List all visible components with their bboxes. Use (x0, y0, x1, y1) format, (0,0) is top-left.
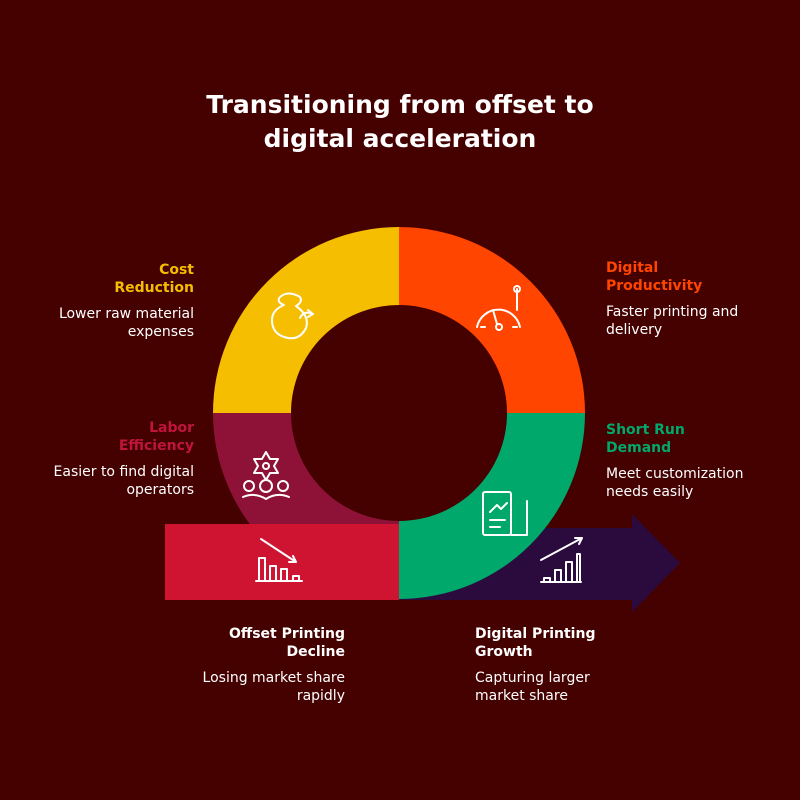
cost-label: Cost Reduction Lower raw material expenses (58, 262, 194, 340)
productivity-segment (399, 227, 585, 413)
speedometer-icon (476, 285, 521, 331)
productivity-label: Digital Productivity Faster printing and d… (606, 260, 739, 338)
digital-label: Digital Printing Growth Capturing larger m… (475, 626, 596, 704)
offset-decline-bar (165, 524, 399, 600)
labor-label: Labor Efficiency Easier to find digital op… (53, 420, 194, 498)
short-run-segment (399, 413, 585, 599)
declining-bar-chart-icon (255, 538, 303, 582)
money-bag-icon (271, 292, 314, 340)
offset-label: Offset Printing Decline Losing market sha… (202, 626, 345, 704)
short-run-label: Short Run Demand Meet customization needs … (606, 422, 744, 500)
page-title: Transitioning from offset to digital acc… (206, 90, 594, 153)
report-chart-icon (482, 491, 528, 536)
growing-bar-chart-icon (540, 537, 583, 583)
team-gear-icon (242, 451, 290, 500)
